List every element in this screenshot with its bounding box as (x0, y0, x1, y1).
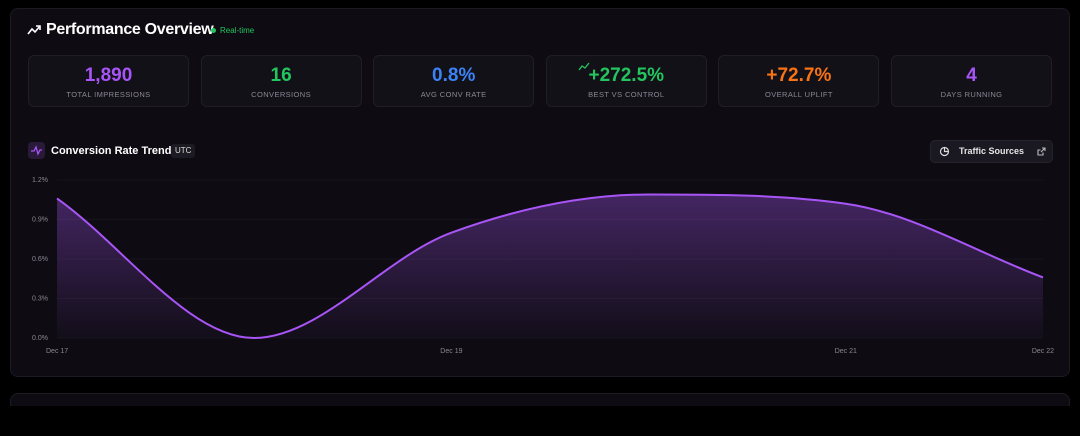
stat-value: +272.5% (588, 65, 665, 86)
x-tick-label: Dec 22 (1032, 348, 1054, 355)
trend-icon (578, 62, 590, 71)
y-tick-label: 0.3% (32, 295, 48, 302)
live-dot (211, 28, 216, 33)
stat-label: CONVERSIONS (251, 90, 311, 99)
button-label: Traffic Sources (959, 146, 1025, 156)
stat-value: +72.7% (766, 65, 832, 86)
x-tick-label: Dec 17 (46, 348, 68, 355)
timezone-badge: UTC (171, 144, 196, 158)
line (56, 193, 1044, 340)
y-tick-label: 0.6% (32, 256, 48, 263)
external-icon (1037, 147, 1046, 156)
x-tick-label: Dec 19 (440, 348, 462, 355)
stat-value: 0.8% (432, 65, 476, 86)
trend-icon (27, 25, 41, 35)
x-tick-label: Dec 21 (835, 348, 857, 355)
chart-title: Conversion Rate Trend (51, 145, 172, 157)
stat-label: AVG CONV RATE (420, 90, 487, 99)
live-badge: Real-time (220, 26, 255, 35)
stat-label: BEST VS CONTROL (588, 90, 665, 99)
y-tick-label: 0.9% (32, 216, 48, 223)
area (57, 194, 1043, 338)
stat-label: DAYS RUNNING (940, 90, 1003, 99)
title: Performance Overview (46, 21, 214, 38)
panel (10, 393, 1070, 406)
stat-value: 4 (966, 65, 977, 86)
stat-label: TOTAL IMPRESSIONS (66, 90, 151, 99)
stat-card: +272.5% BEST VS CONTROL (545, 55, 707, 107)
pie-icon (939, 146, 950, 157)
chart-icon (28, 142, 45, 159)
stat-value: 1,890 (84, 65, 133, 86)
y-tick-label: 0.0% (32, 335, 48, 342)
stat-label: OVERALL UPLIFT (764, 90, 833, 99)
stat-card: 16 CONVERSIONS (200, 55, 362, 107)
stat-value: 16 (270, 65, 292, 86)
traffic-sources-button[interactable]: Traffic Sources (930, 140, 1053, 163)
stat-card: +72.7% OVERALL UPLIFT (718, 55, 880, 107)
stat-card: 4 DAYS RUNNING (891, 55, 1052, 107)
stat-card: 1,890 TOTAL IMPRESSIONS (28, 55, 189, 107)
stat-card: 0.8% AVG CONV RATE (373, 55, 535, 107)
y-tick-label: 1.2% (32, 177, 48, 184)
